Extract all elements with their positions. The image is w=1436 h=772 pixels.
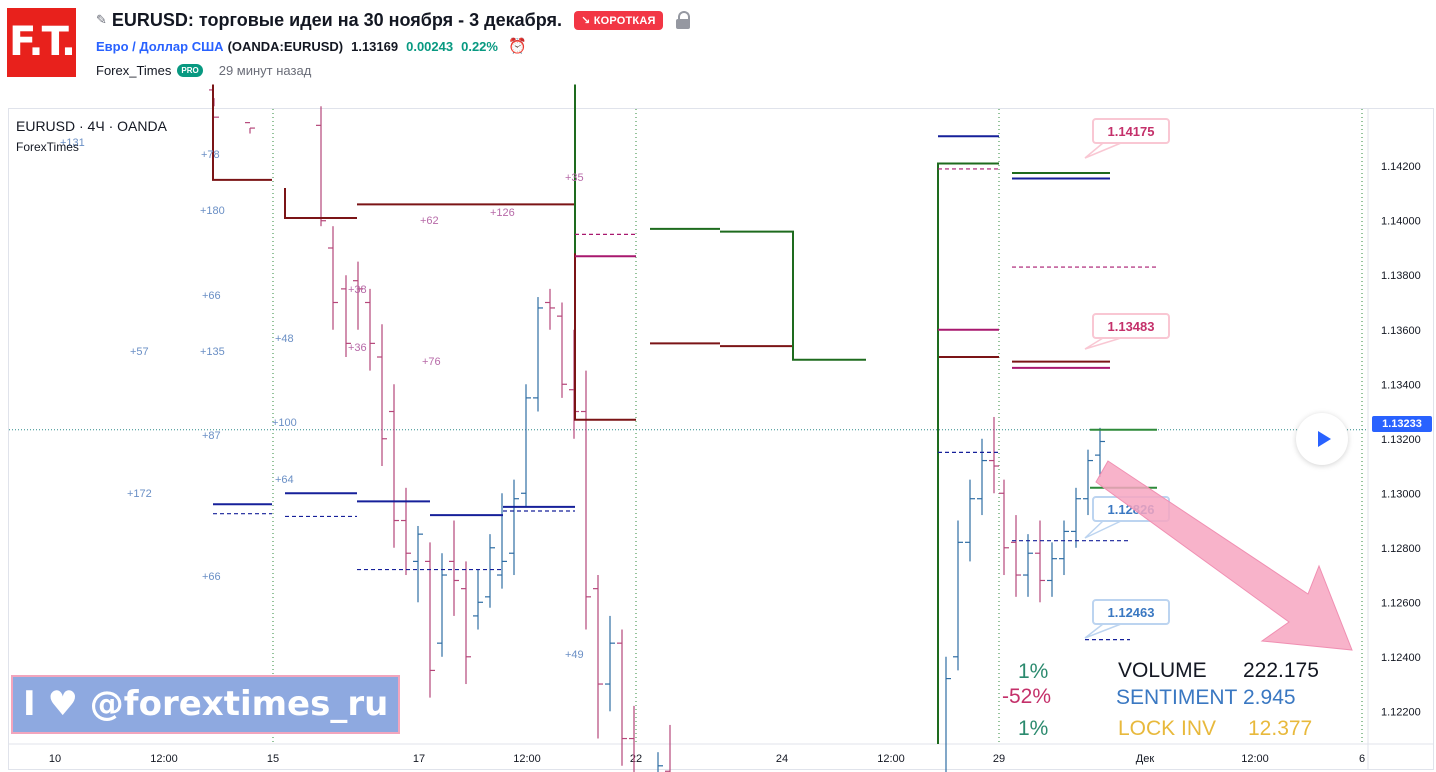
time-tick-label: 22 (630, 753, 642, 765)
pips-annotation: +131 (60, 137, 85, 149)
pips-annotation: +126 (490, 207, 515, 219)
idea-header: F.T. ✎ EURUSD: торговые идеи на 30 ноябр… (0, 0, 1436, 100)
callout-pointer (1084, 337, 1122, 350)
pips-annotation: +87 (202, 430, 221, 442)
time-tick-label: 12:00 (513, 753, 541, 765)
pips-annotation: +180 (200, 205, 225, 217)
pips-annotation: +38 (348, 284, 367, 296)
callout-box (1092, 118, 1170, 144)
time-tick-label: 12:00 (877, 753, 905, 765)
author-name[interactable]: Forex_Times (96, 62, 172, 78)
time-tick-label: 29 (993, 753, 1005, 765)
pro-badge: PRO (177, 63, 203, 77)
pips-annotation: +64 (275, 474, 294, 486)
price-tick-label: 1.13600 (1381, 325, 1421, 337)
symbol-change-pct: 0.22% (461, 38, 498, 54)
pips-annotation: +135 (200, 346, 225, 358)
time-tick-label: 24 (776, 753, 788, 765)
promo-banner: I ♥ @forextimes_ru (11, 675, 400, 734)
stat-value: 2.945 (1243, 686, 1296, 709)
alarm-clock-icon[interactable]: ⏰ (507, 38, 527, 55)
title-row: ✎ EURUSD: торговые идеи на 30 ноября - 3… (96, 9, 691, 31)
pips-annotation: +49 (565, 649, 584, 661)
down-arrow (1095, 460, 1353, 651)
author-row: Forex_Times PRO 29 минут назад (96, 61, 311, 79)
idea-title: EURUSD: торговые идеи на 30 ноября - 3 д… (111, 9, 563, 30)
chart-legend: EURUSD · 4Ч · OANDA ForexTimes (16, 118, 167, 154)
callout-pointer (1084, 623, 1122, 639)
pips-annotation: +66 (202, 571, 221, 583)
play-icon (1317, 431, 1331, 447)
time-tick-label: 15 (267, 753, 279, 765)
chart-symbol-legend[interactable]: EURUSD · 4Ч · OANDA (16, 118, 167, 134)
callout-pointer (1084, 142, 1122, 159)
posted-time: 29 минут назад (218, 62, 312, 78)
stat-value: 12.377 (1248, 717, 1312, 740)
resistance-step (212, 84, 272, 181)
pencil-icon: ✎ (96, 12, 107, 27)
callout-box (1092, 599, 1170, 625)
callout-price-label: 1.13483 (1108, 319, 1155, 334)
play-button[interactable] (1296, 413, 1348, 465)
short-badge: ↘ КОРОТКАЯ (574, 10, 663, 30)
time-tick-label: 17 (413, 753, 425, 765)
pips-annotation: +36 (348, 342, 367, 354)
target-step (937, 162, 999, 744)
callout-price-label: 1.14175 (1108, 124, 1155, 139)
percent-label: 1% (1018, 717, 1048, 740)
price-tick-label: 1.14200 (1381, 161, 1421, 173)
time-tick-label: 10 (49, 753, 61, 765)
price-tick-label: 1.12600 (1381, 597, 1421, 609)
price-tick-label: 1.12200 (1381, 706, 1421, 718)
current-price-tag: 1.13233 (1372, 416, 1432, 432)
price-tick-label: 1.12400 (1381, 652, 1421, 664)
time-tick-label: 12:00 (1241, 753, 1269, 765)
stat-label: SENTIMENT (1116, 686, 1238, 709)
lock-icon (675, 11, 691, 29)
pips-annotation: +172 (127, 488, 152, 500)
pips-annotation: +62 (420, 215, 439, 227)
time-tick-label: 12:00 (150, 753, 178, 765)
callout-price-label: 1.12463 (1108, 605, 1155, 620)
percent-label: 1% (1018, 660, 1048, 683)
chart-frame[interactable] (8, 108, 1434, 770)
pips-annotation: +48 (275, 333, 294, 345)
pips-annotation: +76 (422, 356, 441, 368)
symbol-link[interactable]: Евро / Доллар США (96, 38, 224, 54)
time-tick-label: 6 (1359, 753, 1365, 765)
pips-annotation: +78 (201, 149, 220, 161)
pips-annotation: +66 (202, 290, 221, 302)
stat-value: 222.175 (1243, 659, 1319, 682)
pips-annotation: +35 (565, 172, 584, 184)
stat-label: LOCK INV (1118, 717, 1216, 740)
stat-label: VOLUME (1118, 659, 1207, 682)
symbol-price: 1.13169 (351, 38, 399, 54)
price-tick-label: 1.13400 (1381, 379, 1421, 391)
price-tick-label: 1.13000 (1381, 488, 1421, 500)
callout-pointer (1084, 520, 1122, 539)
study-legend[interactable]: ForexTimes (16, 140, 79, 154)
resistance-step (357, 203, 636, 421)
percent-label: -52% (1002, 685, 1051, 708)
pips-annotation: +57 (130, 346, 149, 358)
price-tick-label: 1.12800 (1381, 543, 1421, 555)
price-tick-label: 1.13800 (1381, 270, 1421, 282)
resistance-step (284, 188, 357, 219)
price-tick-label: 1.14000 (1381, 216, 1421, 228)
symbol-exchange[interactable]: (OANDA:EURUSD) (227, 38, 344, 54)
time-tick-label: Дек (1136, 753, 1155, 765)
symbol-change: 0.00243 (406, 38, 454, 54)
price-tick-label: 1.13200 (1381, 434, 1421, 446)
pips-annotation: +100 (272, 417, 297, 429)
callout-box (1092, 313, 1170, 339)
target-step (720, 230, 866, 361)
symbol-row: Евро / Доллар США (OANDA:EURUSD) 1.13169… (96, 37, 527, 55)
author-logo[interactable]: F.T. (7, 8, 76, 77)
